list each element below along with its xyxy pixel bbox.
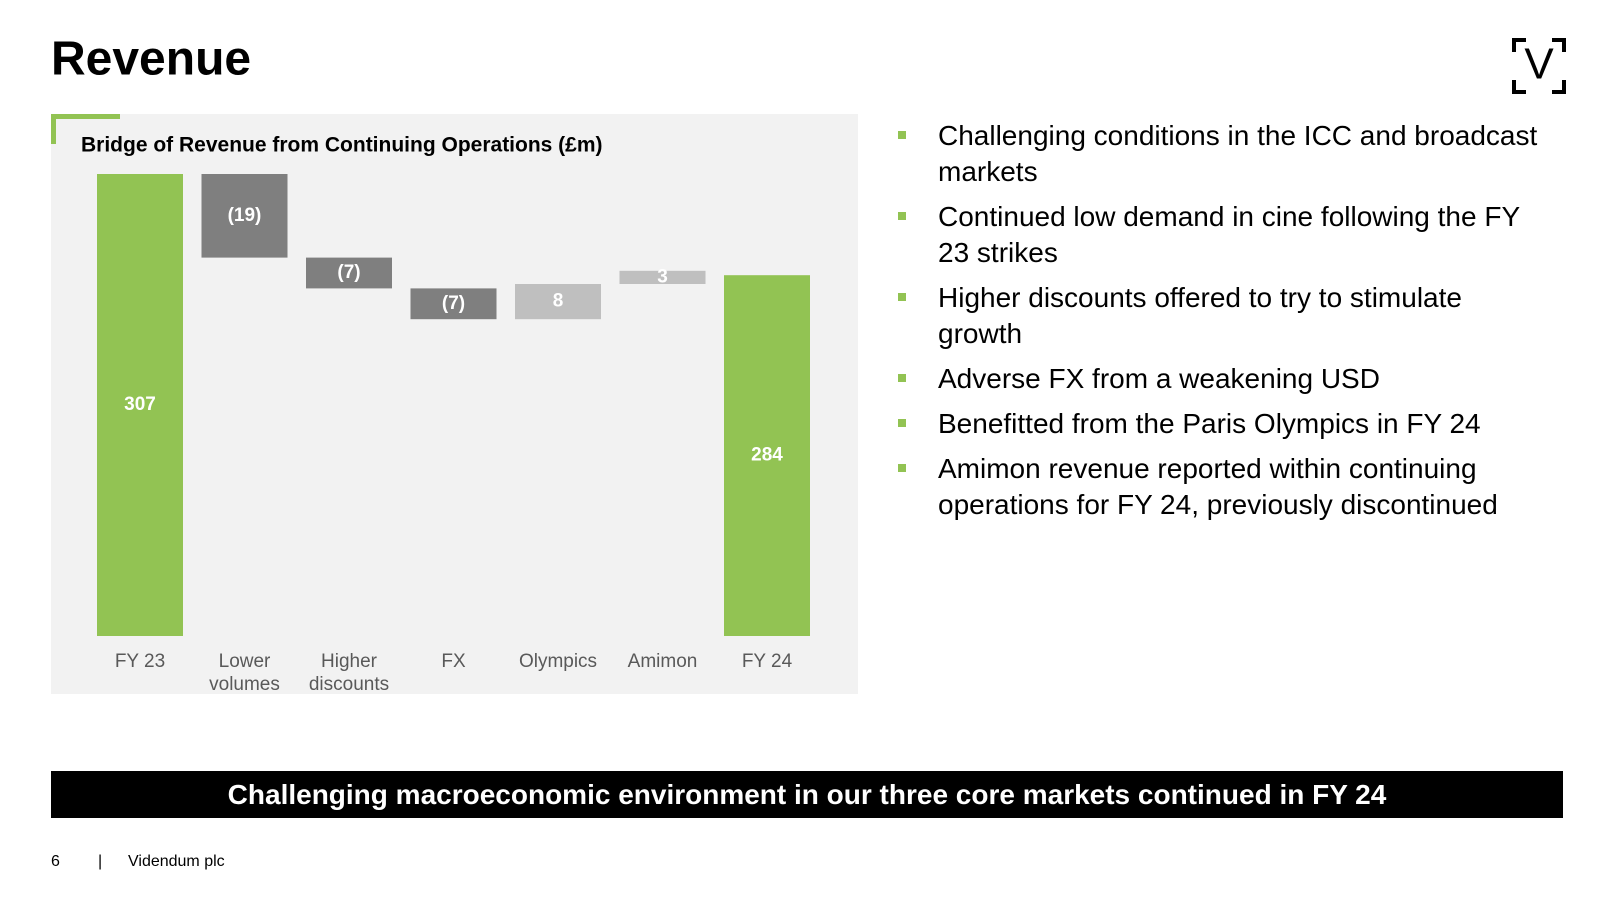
x-tick-label: Lower volumes bbox=[209, 651, 280, 695]
chart-panel bbox=[51, 114, 858, 694]
logo-bracket bbox=[1512, 38, 1566, 94]
bar bbox=[306, 257, 392, 289]
bullet: Higher discounts offered to try to stimu… bbox=[898, 280, 1538, 352]
logo-text: V bbox=[1524, 40, 1554, 89]
bar bbox=[97, 174, 183, 636]
banner: Challenging macroeconomic environment in… bbox=[51, 771, 1563, 818]
value-label: (7) bbox=[442, 293, 465, 314]
value-label: (19) bbox=[228, 205, 262, 226]
bullet: Benefitted from the Paris Olympics in FY… bbox=[898, 406, 1538, 442]
bar bbox=[619, 270, 706, 284]
logo: V bbox=[1512, 38, 1566, 94]
value-label: (7) bbox=[337, 262, 360, 283]
value-label: 307 bbox=[124, 394, 156, 415]
value-label: 284 bbox=[751, 445, 783, 466]
x-tick-label: Higher discounts bbox=[308, 651, 390, 695]
value-label: 3 bbox=[657, 266, 668, 287]
bar bbox=[515, 284, 601, 320]
slide-title: Revenue bbox=[51, 33, 251, 86]
x-tick-label: FX bbox=[441, 651, 466, 672]
page-number: 6 bbox=[51, 853, 60, 870]
bullet-list: Challenging conditions in the ICC and br… bbox=[898, 118, 1538, 532]
bar bbox=[410, 288, 497, 320]
bullet: Challenging conditions in the ICC and br… bbox=[898, 118, 1538, 190]
bullet: Adverse FX from a weakening USD bbox=[898, 361, 1538, 397]
x-tick-label: FY 24 bbox=[741, 651, 793, 672]
x-tick-label: Amimon bbox=[627, 651, 698, 672]
bullet: Continued low demand in cine following t… bbox=[898, 199, 1538, 271]
bar bbox=[724, 275, 810, 636]
company-name: Videndum plc bbox=[128, 853, 225, 870]
bullet: Amimon revenue reported within continuin… bbox=[898, 451, 1538, 523]
panel-accent bbox=[51, 114, 120, 144]
value-label: 8 bbox=[553, 291, 564, 312]
x-tick-label: FY 23 bbox=[114, 651, 166, 672]
footer-separator: | bbox=[98, 853, 103, 870]
x-tick-label: Olympics bbox=[518, 651, 598, 672]
chart-title: Bridge of Revenue from Continuing Operat… bbox=[81, 134, 603, 157]
bar bbox=[201, 174, 288, 258]
